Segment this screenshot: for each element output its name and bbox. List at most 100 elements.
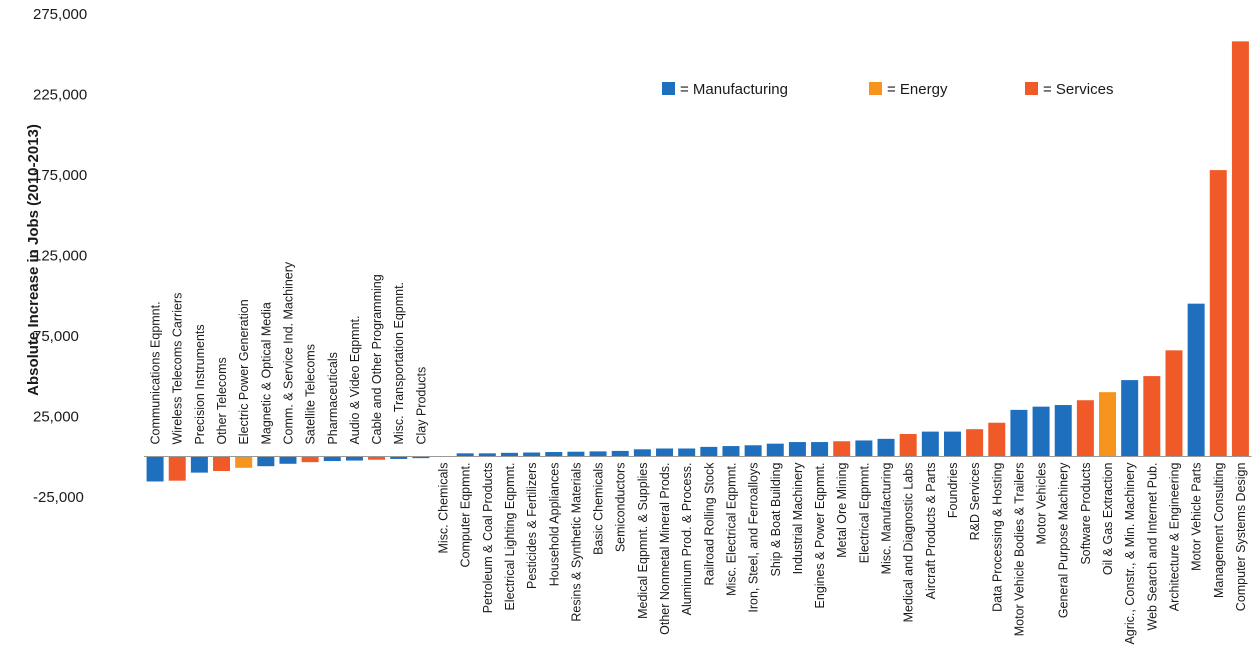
category-label: Computer Systems Design — [1234, 463, 1248, 612]
bar — [1165, 350, 1183, 457]
bar — [146, 456, 164, 482]
category-label: Misc. Electrical Eqpmnt. — [724, 463, 738, 596]
bar — [1010, 409, 1028, 457]
category-label: Data Processing & Hosting — [990, 463, 1004, 612]
category-label: Comm. & Service Ind. Machinery — [281, 261, 295, 444]
category-label: Precision Instruments — [193, 324, 207, 444]
bar — [1054, 405, 1072, 457]
bar — [190, 456, 208, 473]
bar — [811, 442, 829, 457]
category-label: Basic Chemicals — [592, 463, 606, 555]
category-label: Metal Ore Mining — [835, 463, 849, 558]
category-label: Communications Eqpmnt. — [149, 301, 163, 444]
category-label: Other Telecoms — [215, 357, 229, 444]
category-label: Electric Power Generation — [237, 299, 251, 444]
y-tick-label: 275,000 — [33, 6, 87, 23]
y-tick-label: 75,000 — [33, 328, 79, 345]
bar — [656, 448, 674, 457]
category-label: Aluminum Prod. & Process. — [680, 463, 694, 616]
category-label: Software Products — [1079, 463, 1093, 565]
bar — [788, 442, 806, 457]
bar — [766, 443, 784, 457]
category-label: Semiconductors — [614, 463, 628, 553]
bar — [545, 452, 563, 457]
category-label: Computer Eqpmnt. — [459, 463, 473, 568]
y-tick-label: 225,000 — [33, 86, 87, 103]
bar — [257, 456, 275, 467]
bar — [633, 449, 651, 457]
bar — [345, 456, 363, 461]
category-label: Magnetic & Optical Media — [259, 302, 273, 444]
category-label: Motor Vehicle Bodies & Trailers — [1012, 463, 1026, 637]
category-label: Motor Vehicles — [1035, 463, 1049, 545]
bar — [500, 452, 518, 457]
category-label: Railroad Rolling Stock — [702, 462, 716, 586]
category-labels: Communications Eqpmnt. Wireless Telecoms … — [149, 261, 1248, 644]
bar — [1076, 400, 1094, 457]
bar — [412, 456, 430, 459]
category-label: Clay Products — [414, 367, 428, 445]
y-tick-label: 25,000 — [33, 408, 79, 425]
bar — [523, 452, 541, 457]
y-tick-label: -25,000 — [33, 489, 84, 506]
category-label: Architecture & Engineering — [1167, 463, 1181, 612]
bar — [589, 451, 607, 457]
bar — [235, 456, 253, 468]
category-label: Wireless Telecoms Carriers — [171, 293, 185, 445]
bar — [611, 450, 629, 457]
category-label: Management Consulting — [1212, 462, 1226, 598]
category-label: Iron, Steel, and Ferroalloys — [747, 463, 761, 613]
category-label: Medical and Diagnostic Labs — [902, 463, 916, 623]
bar — [855, 440, 873, 457]
category-label: Aircraft Products & Parts — [924, 463, 938, 600]
category-label: Electrical Eqpmnt. — [857, 463, 871, 564]
legend-swatch — [869, 82, 882, 95]
category-label: Misc. Manufacturing — [880, 463, 894, 575]
category-label: Web Search and Internet Pub. — [1145, 463, 1159, 631]
category-label: Misc. Transportation Eqpmnt. — [392, 282, 406, 445]
bar — [1143, 376, 1161, 457]
bar — [1032, 406, 1050, 457]
bar — [1209, 170, 1227, 457]
bar — [678, 448, 696, 457]
bar — [567, 451, 585, 457]
bar — [943, 431, 961, 457]
category-label: Cable and Other Programming — [370, 274, 384, 444]
bar — [213, 456, 231, 472]
bar — [722, 446, 740, 457]
bar — [877, 438, 895, 457]
category-label: Medical Eqpmnt. & Supplies — [636, 463, 650, 619]
category-label: Motor Vehicle Parts — [1190, 463, 1204, 571]
bar — [279, 456, 297, 464]
bar — [368, 456, 386, 460]
category-label: Ship & Boat Building — [769, 462, 783, 576]
bar — [168, 456, 186, 481]
category-label: Pharmaceuticals — [326, 352, 340, 444]
category-label: Resins & Synthetic Materials — [569, 463, 583, 622]
category-label: R&D Services — [968, 463, 982, 541]
category-label: Misc. Chemicals — [437, 463, 451, 554]
y-axis: -25,000 25,000 75,000 125,000 175,000 225,000… — [33, 6, 87, 506]
category-label: Engines & Power Eqpmnt. — [813, 463, 827, 609]
legend-label: = Energy — [887, 81, 948, 98]
bar — [390, 456, 408, 459]
bar — [301, 456, 319, 463]
legend-swatch — [1025, 82, 1038, 95]
bar — [988, 422, 1006, 457]
legend-swatch — [662, 82, 675, 95]
category-label: Industrial Machinery — [791, 462, 805, 575]
bar — [744, 445, 762, 457]
bars — [146, 41, 1249, 482]
legend: = Manufacturing = Energy = Services — [662, 81, 1113, 98]
legend-label: = Manufacturing — [680, 81, 788, 98]
y-tick-label: 125,000 — [33, 247, 87, 264]
y-axis-label: Absolute Increase in Jobs (2010-2013) — [25, 124, 42, 396]
category-label: Electrical Lighting Eqpmnt. — [503, 463, 517, 611]
legend-label: = Services — [1043, 81, 1113, 98]
category-label: Satellite Telecoms — [304, 344, 318, 445]
bar — [833, 441, 851, 457]
bar — [1121, 380, 1139, 457]
category-label: General Purpose Machinery — [1057, 462, 1071, 618]
bar — [478, 453, 496, 457]
